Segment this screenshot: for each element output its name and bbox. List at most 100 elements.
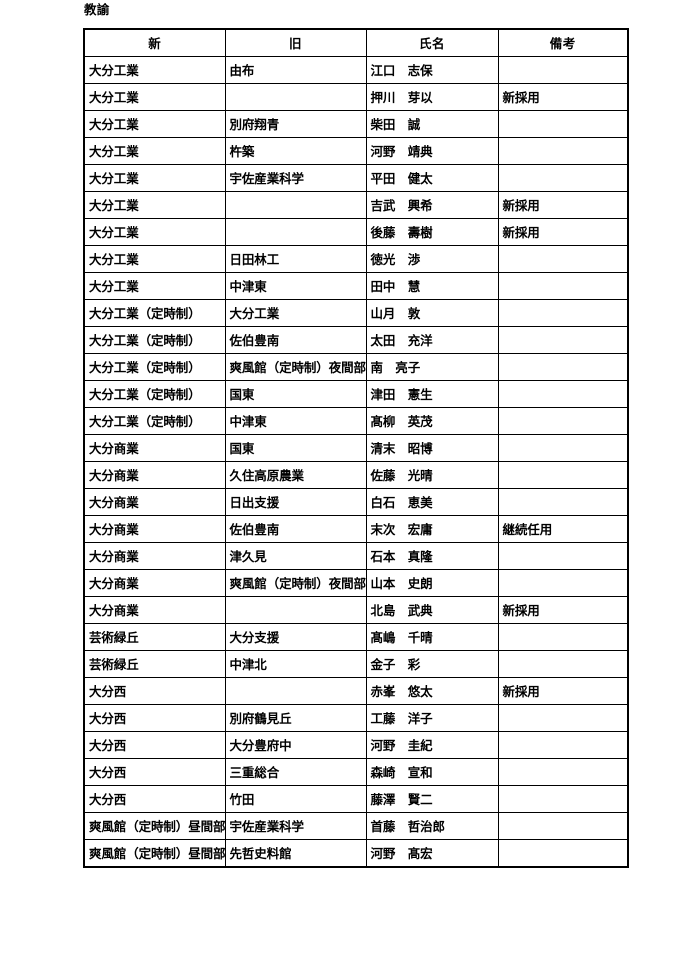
cell-remarks: 新採用 <box>497 218 629 246</box>
cell-teacher-name: 後藤 壽樹 <box>365 218 499 246</box>
cell-new-school: 大分商業 <box>83 569 226 597</box>
cell-remarks: 新採用 <box>497 677 629 705</box>
cell-teacher-name: 太田 充洋 <box>365 326 499 354</box>
cell-old-school: 大分支援 <box>224 623 367 651</box>
cell-new-school: 大分商業 <box>83 488 226 516</box>
table-row: 大分工業（定時制） 中津東 髙柳 英茂 <box>83 407 629 435</box>
table-row: 大分工業 押川 芽以 新採用 <box>83 83 629 111</box>
cell-remarks <box>497 353 629 381</box>
table-row: 大分商業 久住高原農業 佐藤 光晴 <box>83 461 629 489</box>
page-title: 教諭 <box>84 2 110 17</box>
table-row: 大分工業 後藤 壽樹 新採用 <box>83 218 629 246</box>
cell-old-school: 爽風館（定時制）夜間部 <box>224 569 367 597</box>
table-row: 大分工業 日田林工 徳光 渉 <box>83 245 629 273</box>
table-row: 大分西 三重総合 森崎 宣和 <box>83 758 629 786</box>
table-row: 大分工業（定時制） 大分工業 山月 敦 <box>83 299 629 327</box>
cell-new-school: 芸術緑丘 <box>83 623 226 651</box>
cell-old-school: 由布 <box>224 56 367 84</box>
cell-old-school: 国東 <box>224 380 367 408</box>
cell-old-school: 佐伯豊南 <box>224 326 367 354</box>
table-header-row: 新 旧 氏名 備考 <box>83 28 629 57</box>
table-row: 芸術緑丘 中津北 金子 彩 <box>83 650 629 678</box>
cell-new-school: 爽風館（定時制）昼間部 <box>83 812 226 840</box>
table-row: 大分工業 杵築 河野 靖典 <box>83 137 629 165</box>
cell-remarks <box>497 56 629 84</box>
cell-remarks <box>497 164 629 192</box>
cell-teacher-name: 田中 慧 <box>365 272 499 300</box>
cell-teacher-name: 南 亮子 <box>365 353 499 381</box>
table-row: 大分工業 吉武 興希 新採用 <box>83 191 629 219</box>
table-row: 爽風館（定時制）昼間部 先哲史料館 河野 髙宏 <box>83 839 629 868</box>
cell-remarks: 継続任用 <box>497 515 629 543</box>
cell-new-school: 大分西 <box>83 731 226 759</box>
cell-teacher-name: 首藤 哲治郎 <box>365 812 499 840</box>
cell-old-school <box>224 83 367 111</box>
cell-old-school: 日田林工 <box>224 245 367 273</box>
cell-teacher-name: 末次 宏庸 <box>365 515 499 543</box>
cell-teacher-name: 清末 昭博 <box>365 434 499 462</box>
cell-remarks <box>497 704 629 732</box>
cell-teacher-name: 柴田 誠 <box>365 110 499 138</box>
cell-new-school: 大分西 <box>83 704 226 732</box>
cell-teacher-name: 江口 志保 <box>365 56 499 84</box>
table-row: 大分西 別府鶴見丘 工藤 洋子 <box>83 704 629 732</box>
cell-remarks <box>497 623 629 651</box>
cell-teacher-name: 金子 彩 <box>365 650 499 678</box>
cell-new-school: 大分西 <box>83 785 226 813</box>
column-header-old: 旧 <box>224 28 367 57</box>
cell-teacher-name: 徳光 渉 <box>365 245 499 273</box>
cell-remarks <box>497 731 629 759</box>
cell-teacher-name: 河野 圭紀 <box>365 731 499 759</box>
cell-teacher-name: 津田 憲生 <box>365 380 499 408</box>
cell-old-school <box>224 191 367 219</box>
cell-old-school: 中津東 <box>224 407 367 435</box>
cell-new-school: 大分工業 <box>83 137 226 165</box>
cell-new-school: 芸術緑丘 <box>83 650 226 678</box>
cell-old-school: 久住高原農業 <box>224 461 367 489</box>
cell-remarks <box>497 434 629 462</box>
cell-new-school: 大分工業 <box>83 56 226 84</box>
cell-remarks: 新採用 <box>497 83 629 111</box>
cell-remarks <box>497 461 629 489</box>
cell-teacher-name: 髙嶋 千晴 <box>365 623 499 651</box>
cell-new-school: 爽風館（定時制）昼間部 <box>83 839 226 868</box>
cell-remarks <box>497 569 629 597</box>
cell-new-school: 大分商業 <box>83 515 226 543</box>
table-row: 大分商業 日出支援 白石 恵美 <box>83 488 629 516</box>
table-row: 爽風館（定時制）昼間部 宇佐産業科学 首藤 哲治郎 <box>83 812 629 840</box>
cell-old-school <box>224 218 367 246</box>
cell-teacher-name: 赤峯 悠太 <box>365 677 499 705</box>
cell-new-school: 大分工業 <box>83 110 226 138</box>
cell-old-school: 爽風館（定時制）夜間部 <box>224 353 367 381</box>
table-row: 大分西 大分豊府中 河野 圭紀 <box>83 731 629 759</box>
teacher-transfer-table: 新 旧 氏名 備考 大分工業 由布 江口 志保 大分工業 押川 芽以 新採用 大分工業 別府翔… <box>83 28 629 868</box>
cell-remarks <box>497 542 629 570</box>
cell-new-school: 大分工業（定時制） <box>83 353 226 381</box>
cell-remarks <box>497 137 629 165</box>
cell-teacher-name: 押川 芽以 <box>365 83 499 111</box>
table-row: 芸術緑丘 大分支援 髙嶋 千晴 <box>83 623 629 651</box>
cell-teacher-name: 石本 真隆 <box>365 542 499 570</box>
cell-old-school: 津久見 <box>224 542 367 570</box>
cell-remarks <box>497 245 629 273</box>
cell-new-school: 大分西 <box>83 677 226 705</box>
cell-old-school: 日出支援 <box>224 488 367 516</box>
cell-new-school: 大分商業 <box>83 461 226 489</box>
cell-remarks <box>497 299 629 327</box>
cell-new-school: 大分西 <box>83 758 226 786</box>
cell-remarks <box>497 407 629 435</box>
cell-old-school: 先哲史料館 <box>224 839 367 868</box>
cell-old-school: 佐伯豊南 <box>224 515 367 543</box>
cell-remarks <box>497 785 629 813</box>
cell-new-school: 大分工業 <box>83 83 226 111</box>
cell-old-school: 中津東 <box>224 272 367 300</box>
cell-remarks: 新採用 <box>497 596 629 624</box>
cell-old-school: 別府翔青 <box>224 110 367 138</box>
column-header-note: 備考 <box>497 28 629 57</box>
cell-old-school: 杵築 <box>224 137 367 165</box>
cell-teacher-name: 佐藤 光晴 <box>365 461 499 489</box>
cell-old-school: 宇佐産業科学 <box>224 812 367 840</box>
cell-old-school: 宇佐産業科学 <box>224 164 367 192</box>
cell-remarks <box>497 380 629 408</box>
